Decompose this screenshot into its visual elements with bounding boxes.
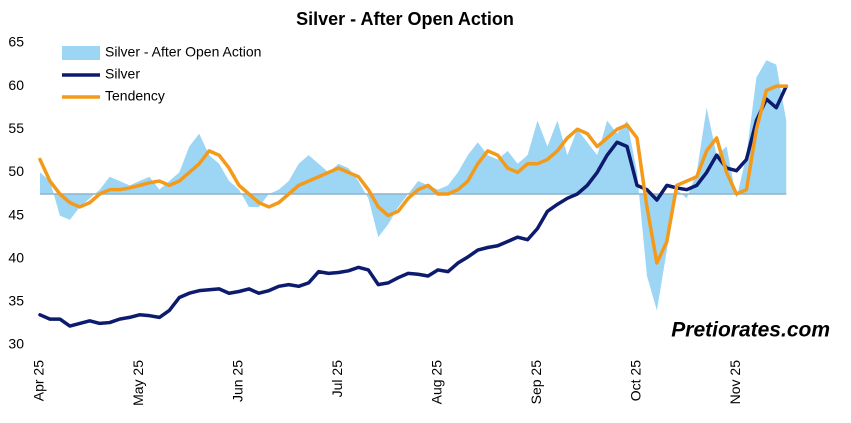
chart-title: Silver - After Open Action [296,9,514,29]
x-tick-label: Aug 25 [429,360,445,405]
x-tick-label: Nov 25 [727,360,743,405]
plot-area: 30 35 40 45 50 55 60 65 Apr 25 May 25 Jun 25 Jul 25… [8,34,788,406]
y-tick-label: 65 [8,34,24,50]
y-tick-label: 60 [8,77,24,93]
x-tick-label: May 25 [130,360,146,406]
watermark: Pretiorates.com [671,319,830,342]
line [38,84,788,328]
x-tick-label: Jul 25 [329,360,345,398]
x-tick-label: Sep 25 [528,360,544,405]
x-tick-label: Oct 25 [628,360,644,401]
legend-label: Silver - After Open Action [105,44,261,60]
y-tick-label: 35 [8,293,24,309]
y-tick-label: 30 [8,336,24,352]
x-tick-label: Apr 25 [31,360,47,401]
legend-label: Silver [105,66,140,82]
y-tick-label: 45 [8,206,24,222]
legend-swatch [62,46,100,60]
y-tick-label: 55 [8,120,24,136]
x-tick-label: Jun 25 [230,360,246,402]
legend-label: Tendency [105,88,165,104]
y-tick-label: 40 [8,249,24,265]
line [38,84,788,265]
y-tick-label: 50 [8,163,24,179]
